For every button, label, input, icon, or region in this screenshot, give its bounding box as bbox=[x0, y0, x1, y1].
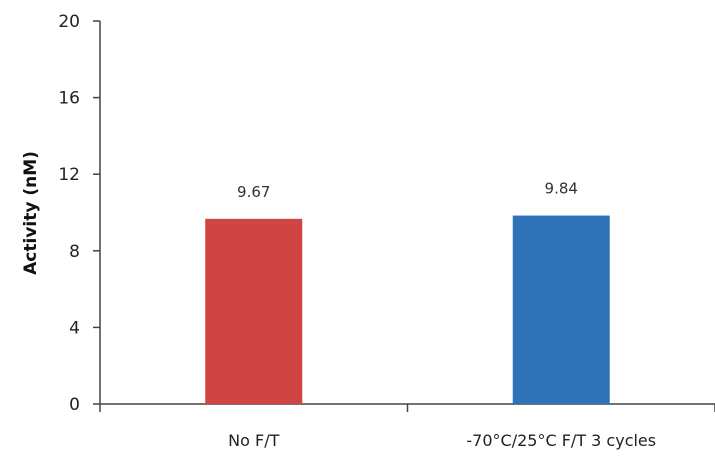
bar bbox=[512, 215, 610, 404]
bar bbox=[205, 218, 303, 404]
bars bbox=[205, 215, 610, 404]
y-tick-label: 12 bbox=[58, 165, 80, 185]
y-axis: 0 4 8 12 16 20 bbox=[58, 12, 101, 415]
y-tick-label: 8 bbox=[69, 242, 80, 262]
y-tick-label: 20 bbox=[58, 12, 80, 32]
y-tick-label: 4 bbox=[69, 318, 80, 338]
bar-value-label: 9.67 bbox=[237, 183, 270, 201]
x-axis: No F/T -70°C/25°C F/T 3 cycles bbox=[99, 403, 715, 450]
data-labels: 9.67 9.84 bbox=[237, 180, 578, 201]
y-tick-label: 16 bbox=[58, 89, 80, 109]
y-tick-label: 0 bbox=[69, 395, 80, 415]
x-category-label: -70°C/25°C F/T 3 cycles bbox=[466, 431, 656, 450]
y-axis-title: Activity (nM) bbox=[21, 151, 41, 275]
bar-value-label: 9.84 bbox=[545, 180, 578, 198]
x-category-label: No F/T bbox=[228, 431, 279, 450]
